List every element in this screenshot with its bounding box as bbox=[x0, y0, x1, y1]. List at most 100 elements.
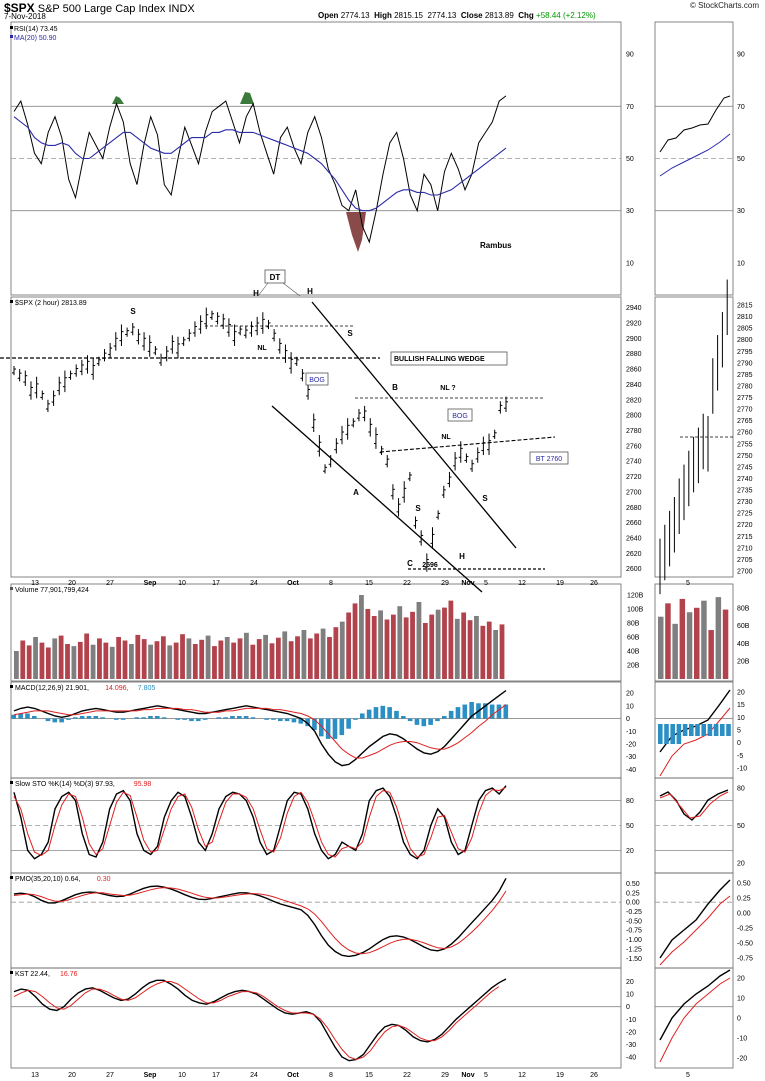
price-side-ytick-8: 2775 bbox=[737, 395, 753, 402]
dt-callout-box bbox=[264, 269, 286, 284]
macd-histogram-bar bbox=[134, 717, 140, 719]
macd-histogram-bar bbox=[503, 704, 509, 719]
annotation-nl-left: NL bbox=[257, 345, 267, 352]
volume-bar bbox=[141, 639, 147, 679]
macd-histogram-bar bbox=[223, 717, 228, 719]
volume-bar bbox=[263, 634, 268, 679]
macd-histogram-bar bbox=[202, 718, 208, 720]
volume-bar bbox=[416, 602, 422, 679]
price-ytick-11: 2720 bbox=[626, 474, 642, 481]
macd-histogram-bar bbox=[305, 718, 310, 727]
rsi-ytick-3: 30 bbox=[626, 208, 634, 215]
hs-neckline bbox=[379, 436, 556, 453]
kst-ytick-5: -30 bbox=[626, 1042, 636, 1049]
volume-bar bbox=[212, 646, 217, 679]
volume-bar bbox=[314, 633, 320, 679]
volume-side-bar bbox=[701, 600, 707, 679]
price-side-ytick-19: 2720 bbox=[737, 522, 753, 529]
macd-side-histogram-bar bbox=[682, 724, 688, 736]
annotation-s-right: S bbox=[347, 329, 353, 338]
volume-bar bbox=[295, 636, 300, 679]
bottom-xtick-4: 10 bbox=[178, 1072, 186, 1079]
annotation-h-right: H bbox=[307, 287, 313, 296]
sto-legend-swatch bbox=[10, 781, 13, 784]
macd-histogram-bar bbox=[394, 710, 399, 719]
annotation-a: A bbox=[353, 488, 359, 497]
open-label: Open bbox=[318, 11, 339, 20]
volume-bar bbox=[307, 638, 313, 679]
volume-bar bbox=[282, 631, 288, 679]
volume-side-bar bbox=[672, 623, 678, 679]
macd-side-histogram-bar bbox=[670, 724, 675, 744]
price-ytick-6: 2820 bbox=[626, 397, 642, 404]
price-legend: $SPX (2 hour) 2813.89 bbox=[15, 300, 87, 307]
bottom-xtick-7: Oct bbox=[287, 1072, 299, 1079]
pmo-side-ytick-5: -0.75 bbox=[737, 956, 753, 963]
macd-histogram-bar bbox=[278, 718, 283, 722]
dt-pointer-1 bbox=[257, 282, 269, 297]
kst-ytick-4: -20 bbox=[626, 1029, 636, 1036]
macd-ytick-2: 0 bbox=[626, 716, 630, 723]
kst-side-ytick-0: 20 bbox=[737, 976, 745, 983]
bottom-xtick-10: 22 bbox=[403, 1072, 411, 1079]
volume-bar bbox=[135, 634, 141, 679]
volume-bar bbox=[148, 644, 153, 679]
price-xtick-5: 17 bbox=[212, 580, 220, 587]
volume-bar bbox=[410, 611, 415, 679]
annotation-nl-right: NL bbox=[441, 434, 451, 441]
price-side-ytick-6: 2785 bbox=[737, 372, 753, 379]
macd-side-histogram-bar bbox=[695, 724, 700, 736]
volume-bar bbox=[403, 617, 409, 679]
panel-frame-1 bbox=[10, 296, 622, 578]
price-side-ytick-12: 2755 bbox=[737, 441, 753, 448]
price-xtick-10: 22 bbox=[403, 580, 411, 587]
low-value: 2774.13 bbox=[427, 11, 457, 20]
volume-legend: Volume 77,901,799,424 bbox=[15, 587, 89, 594]
macd-side-histogram-bar bbox=[713, 724, 719, 736]
price-xtick-8: 8 bbox=[329, 580, 333, 587]
macd-histogram-bar bbox=[401, 716, 406, 719]
price-xtick-16: 26 bbox=[590, 580, 598, 587]
pmo-legend-1: 0.30 bbox=[97, 876, 111, 883]
bottom-xtick-2: 27 bbox=[106, 1072, 114, 1079]
price-xtick-4: 10 bbox=[178, 580, 186, 587]
volume-bar bbox=[71, 646, 77, 679]
macd-side-ytick-1: 15 bbox=[737, 702, 745, 709]
volume-bar bbox=[269, 643, 275, 679]
price-ytick-0: 2940 bbox=[626, 305, 642, 312]
kst-side-series-0 bbox=[659, 969, 731, 1041]
panel-frame-2 bbox=[10, 583, 622, 682]
wedge-lower-line bbox=[271, 405, 483, 593]
volume-bar bbox=[339, 621, 345, 679]
sto-ytick-1: 50 bbox=[626, 823, 634, 830]
macd-histogram-bar bbox=[291, 718, 297, 723]
annotation-s-left: S bbox=[130, 307, 136, 316]
price-ytick-9: 2760 bbox=[626, 443, 642, 450]
rsi-legend-swatch bbox=[10, 26, 13, 29]
macd-histogram-bar bbox=[86, 716, 92, 719]
rsi-ytick-0: 90 bbox=[626, 52, 634, 59]
price-side-ytick-9: 2770 bbox=[737, 407, 753, 414]
volume-side-ytick-3: 20B bbox=[737, 659, 750, 666]
volume-bar bbox=[480, 625, 486, 679]
macd-histogram-bar bbox=[455, 707, 461, 719]
symbol: $SPX bbox=[4, 1, 35, 15]
rsi-ma-swatch bbox=[10, 35, 13, 38]
volume-bar bbox=[45, 647, 51, 679]
volume-bar bbox=[122, 640, 128, 679]
volume-bar bbox=[461, 612, 467, 679]
macd-side-ytick-3: 5 bbox=[737, 728, 741, 735]
sto-side-ytick-0: 80 bbox=[737, 786, 745, 793]
bottom-xtick-6: 24 bbox=[250, 1072, 258, 1079]
kst-legend-swatch bbox=[10, 971, 13, 974]
panel-frame-6 bbox=[10, 967, 622, 1069]
kst-ytick-3: -10 bbox=[626, 1017, 636, 1024]
volume-bar bbox=[97, 638, 102, 679]
open-value: 2774.13 bbox=[340, 11, 370, 20]
rsi-side-ytick-3: 30 bbox=[737, 208, 745, 215]
bottom-xtick-1: 20 bbox=[68, 1072, 76, 1079]
macd-side-series-1 bbox=[659, 707, 731, 777]
macd-side-ytick-5: -5 bbox=[737, 753, 743, 760]
index-name: S&P 500 Large Cap Index bbox=[37, 3, 166, 15]
